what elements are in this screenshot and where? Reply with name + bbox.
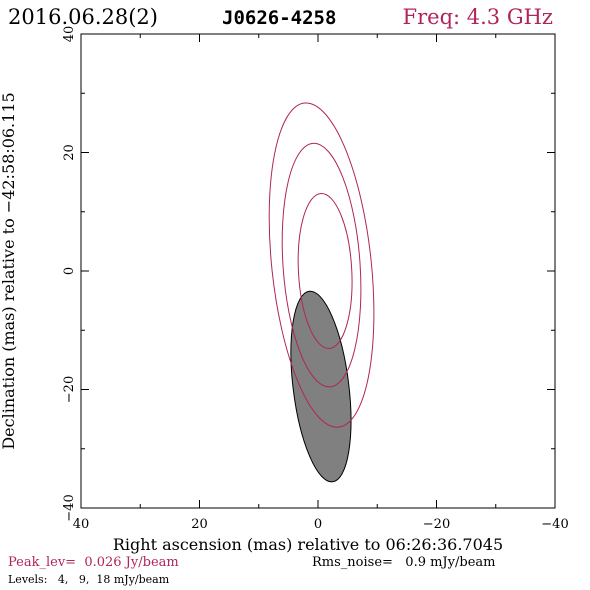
header-freq: Freq: 4.3 GHz	[403, 5, 553, 29]
x-tick-label: 20	[191, 517, 208, 532]
contour-levels: Levels: 4, 9, 18 mJy/beam	[8, 573, 170, 586]
y-tick-label: 40	[62, 26, 77, 43]
y-tick-label: 0	[62, 267, 77, 275]
contour-9mjy	[281, 142, 362, 388]
x-tick-label: 0	[314, 517, 322, 532]
y-axis-label: Declination (mas) relative to −42:58:06.…	[0, 92, 18, 449]
beam-group	[290, 290, 352, 483]
tick-labels: 40 20 0 −20 −40 −40 −20 0 20 40	[62, 26, 569, 532]
y-tick-label: −40	[62, 494, 77, 521]
y-tick-label: 20	[62, 144, 77, 161]
x-tick-label: 40	[73, 517, 90, 532]
contour-18mjy	[297, 192, 353, 350]
rms-noise: Rms_noise= 0.9 mJy/beam	[312, 555, 495, 570]
axis-ticks	[80, 33, 556, 509]
x-axis-label: Right ascension (mas) relative to 06:26:…	[113, 535, 503, 554]
header-source: J0626-4258	[222, 7, 336, 29]
beam-ellipse	[290, 290, 352, 483]
contour-4mjy	[268, 102, 375, 428]
y-tick-label: −20	[62, 376, 77, 403]
peak-level: Peak_lev= 0.026 Jy/beam	[8, 555, 179, 570]
x-tick-label: −20	[423, 517, 450, 532]
header-date: 2016.06.28(2)	[8, 5, 158, 29]
x-tick-label: −40	[541, 517, 568, 532]
contours	[268, 102, 375, 428]
